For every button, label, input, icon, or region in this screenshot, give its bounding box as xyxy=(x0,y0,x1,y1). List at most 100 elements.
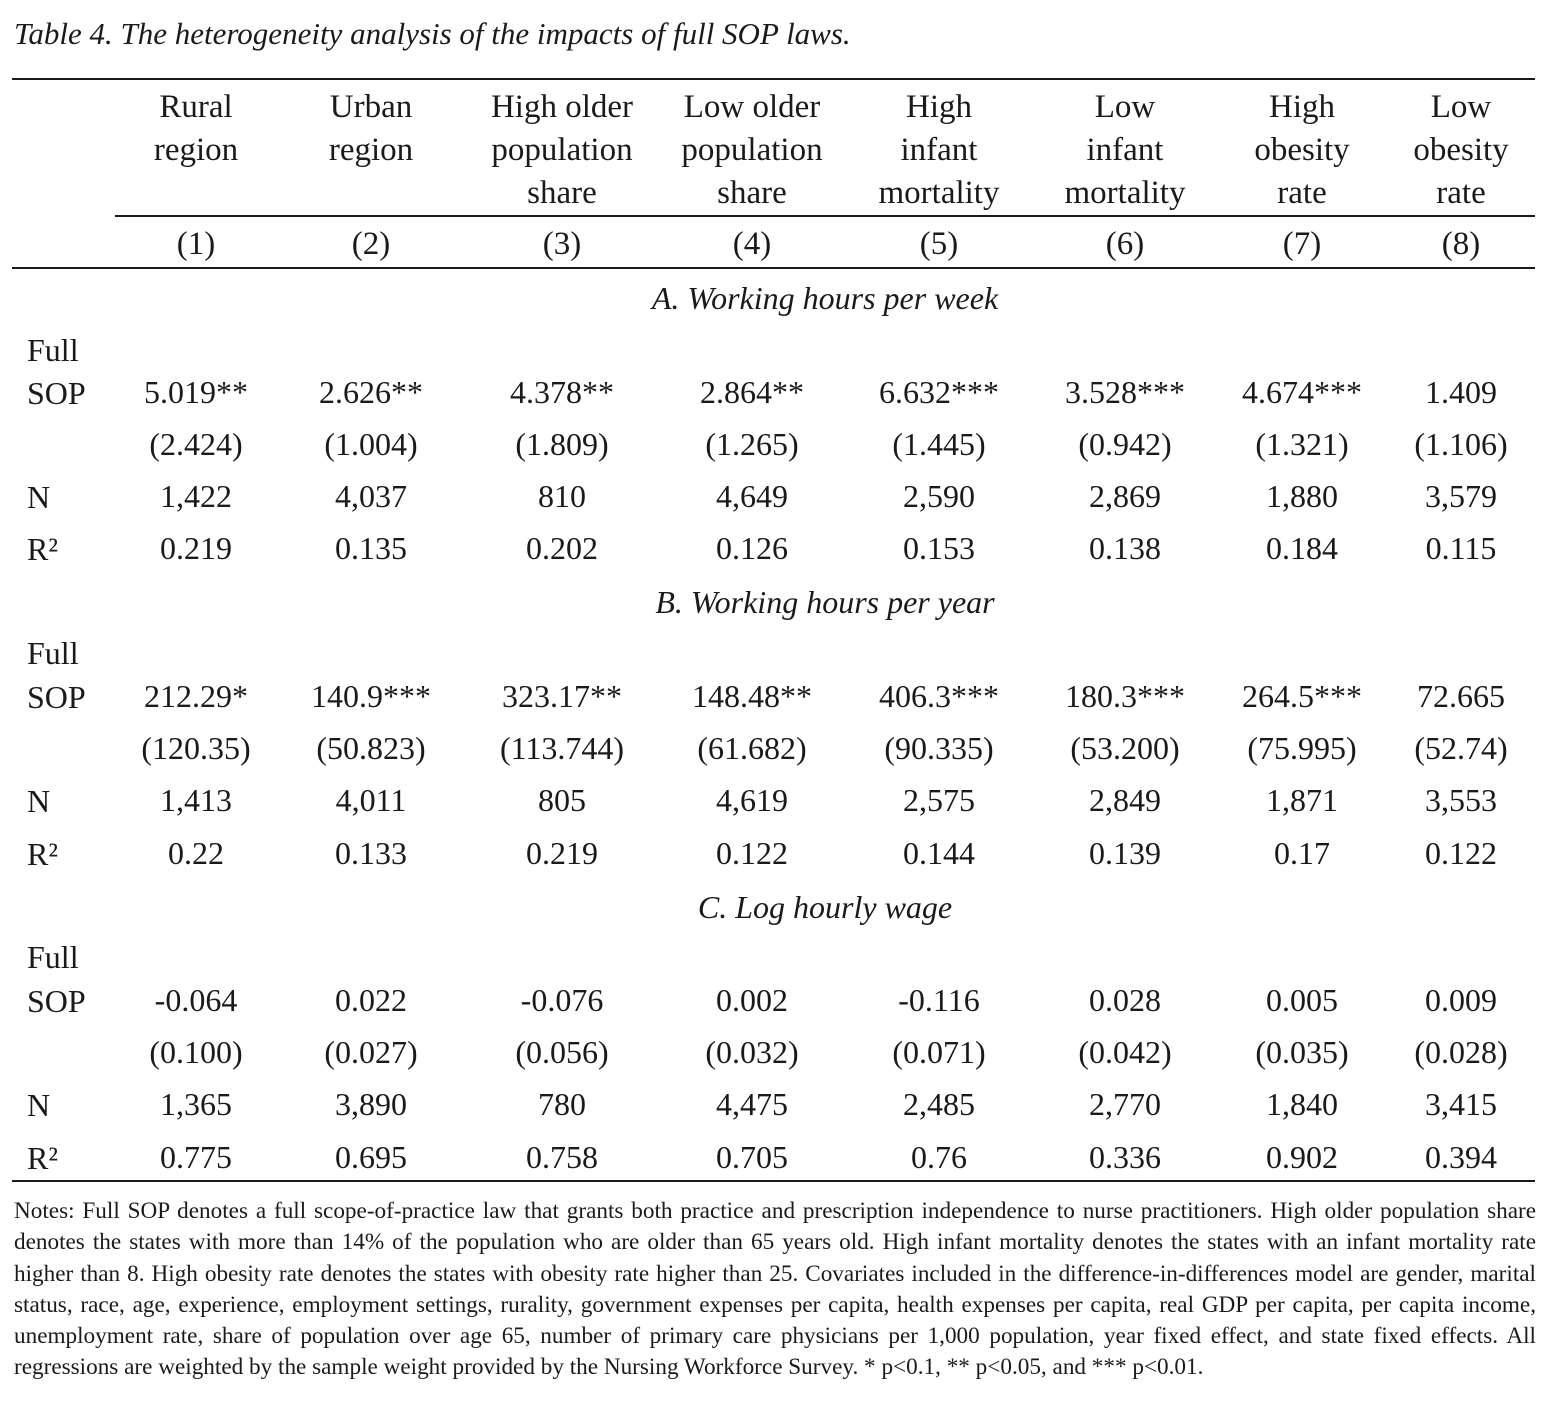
column-header-line: infant xyxy=(1086,132,1164,168)
top-rule xyxy=(12,78,1535,80)
r-squared-cell: 0.76 xyxy=(911,1139,967,1175)
observations-cell: 4,475 xyxy=(716,1086,788,1122)
coefficient-cell: 264.5*** xyxy=(1242,678,1362,714)
r-squared-cell: 0.219 xyxy=(526,835,598,871)
header-rule xyxy=(115,215,1535,217)
row-label-r2: R² xyxy=(27,836,58,872)
observations-cell: 4,649 xyxy=(716,478,788,514)
column-header-line: High xyxy=(906,89,972,125)
coefficient-cell: 0.028 xyxy=(1089,982,1161,1018)
coefficient-cell: 3.528*** xyxy=(1065,374,1185,410)
column-header-line: infant xyxy=(900,132,978,168)
column-number: (7) xyxy=(1282,226,1322,262)
column-header: Low older population share xyxy=(657,86,847,215)
coefficient-cell: 180.3*** xyxy=(1065,678,1185,714)
observations-cell: 2,869 xyxy=(1089,478,1161,514)
coefficient-cell: 5.019** xyxy=(144,374,248,410)
observations-cell: 2,590 xyxy=(903,478,975,514)
row-label-n: N xyxy=(27,479,51,515)
column-number: (1) xyxy=(176,226,216,262)
panel-title: B. Working hours per year xyxy=(655,584,995,620)
observations-cell: 4,037 xyxy=(335,478,407,514)
r-squared-cell: 0.336 xyxy=(1089,1139,1161,1175)
panel-title: A. Working hours per week xyxy=(651,280,999,316)
r-squared-cell: 0.695 xyxy=(335,1139,407,1175)
column-header-line: obesity xyxy=(1413,132,1509,168)
standard-error-cell: (120.35) xyxy=(141,730,251,766)
column-header-line: population xyxy=(491,132,633,168)
column-number: (4) xyxy=(732,226,772,262)
r-squared-cell: 0.705 xyxy=(716,1139,788,1175)
standard-error-cell: (0.100) xyxy=(149,1034,243,1070)
r-squared-cell: 0.902 xyxy=(1266,1139,1338,1175)
column-header: Low obesity rate xyxy=(1366,86,1550,215)
table-caption: Table 4. The heterogeneity analysis of t… xyxy=(14,16,851,51)
observations-cell: 1,871 xyxy=(1266,782,1338,818)
column-number: (2) xyxy=(351,226,391,262)
coefficient-cell: 0.022 xyxy=(335,982,407,1018)
observations-cell: 1,840 xyxy=(1266,1086,1338,1122)
column-header-line: High older xyxy=(490,89,634,125)
observations-cell: 4,011 xyxy=(335,782,407,818)
r-squared-cell: 0.122 xyxy=(1425,835,1497,871)
observations-cell: 2,485 xyxy=(903,1086,975,1122)
r-squared-cell: 0.184 xyxy=(1266,530,1338,566)
column-header: High infant mortality xyxy=(844,86,1034,215)
standard-error-cell: (0.028) xyxy=(1414,1034,1508,1070)
observations-cell: 3,553 xyxy=(1425,782,1497,818)
row-label-r2: R² xyxy=(27,1140,58,1176)
column-header-line: obesity xyxy=(1254,132,1350,168)
column-number: (5) xyxy=(919,226,959,262)
column-number: (8) xyxy=(1441,226,1481,262)
coefficient-cell: 0.005 xyxy=(1266,982,1338,1018)
observations-cell: 2,575 xyxy=(903,782,975,818)
coefficient-cell: 4.378** xyxy=(510,374,614,410)
coefficient-cell: 72.665 xyxy=(1417,678,1505,714)
r-squared-cell: 0.135 xyxy=(335,530,407,566)
standard-error-cell: (0.042) xyxy=(1078,1034,1172,1070)
coefficient-cell: 2.864** xyxy=(700,374,804,410)
standard-error-cell: (1.809) xyxy=(515,426,609,462)
column-header-line: region xyxy=(153,132,239,168)
column-header-line: share xyxy=(717,175,787,211)
column-header-line: Rural xyxy=(159,89,233,125)
row-label-n: N xyxy=(27,1087,51,1123)
standard-error-cell: (0.032) xyxy=(705,1034,799,1070)
coefficient-cell: 406.3*** xyxy=(879,678,999,714)
observations-cell: 3,415 xyxy=(1425,1086,1497,1122)
column-header: Rural region xyxy=(101,86,291,172)
coefficient-cell: 0.002 xyxy=(716,982,788,1018)
bottom-rule xyxy=(12,1180,1535,1182)
observations-cell: 810 xyxy=(538,478,586,514)
standard-error-cell: (0.071) xyxy=(892,1034,986,1070)
coefficient-cell: -0.064 xyxy=(154,982,238,1018)
r-squared-cell: 0.153 xyxy=(903,530,975,566)
observations-cell: 4,619 xyxy=(716,782,788,818)
r-squared-cell: 0.394 xyxy=(1425,1139,1497,1175)
observations-cell: 3,579 xyxy=(1425,478,1497,514)
column-header-line: rate xyxy=(1277,175,1327,211)
column-header-line: population xyxy=(681,132,823,168)
column-header-line: High xyxy=(1269,89,1335,125)
standard-error-cell: (0.027) xyxy=(324,1034,418,1070)
observations-cell: 2,849 xyxy=(1089,782,1161,818)
coefficient-cell: -0.076 xyxy=(520,982,604,1018)
column-number: (6) xyxy=(1105,226,1145,262)
standard-error-cell: (1.004) xyxy=(324,426,418,462)
column-header-line: Low xyxy=(1430,89,1492,125)
observations-cell: 1,413 xyxy=(160,782,232,818)
coefficient-cell: 212.29* xyxy=(144,678,248,714)
coefficient-cell: 6.632*** xyxy=(879,374,999,410)
row-label-sop: SOP xyxy=(27,983,86,1019)
standard-error-cell: (0.942) xyxy=(1078,426,1172,462)
column-header: High obesity rate xyxy=(1207,86,1397,215)
coefficient-cell: 148.48** xyxy=(692,678,812,714)
row-label-full: Full xyxy=(27,939,79,975)
observations-cell: 780 xyxy=(538,1086,586,1122)
standard-error-cell: (1.265) xyxy=(705,426,799,462)
standard-error-cell: (113.744) xyxy=(499,730,625,766)
r-squared-cell: 0.138 xyxy=(1089,530,1161,566)
column-header-line: mortality xyxy=(1064,175,1186,211)
coefficient-cell: 0.009 xyxy=(1425,982,1497,1018)
observations-cell: 3,890 xyxy=(335,1086,407,1122)
